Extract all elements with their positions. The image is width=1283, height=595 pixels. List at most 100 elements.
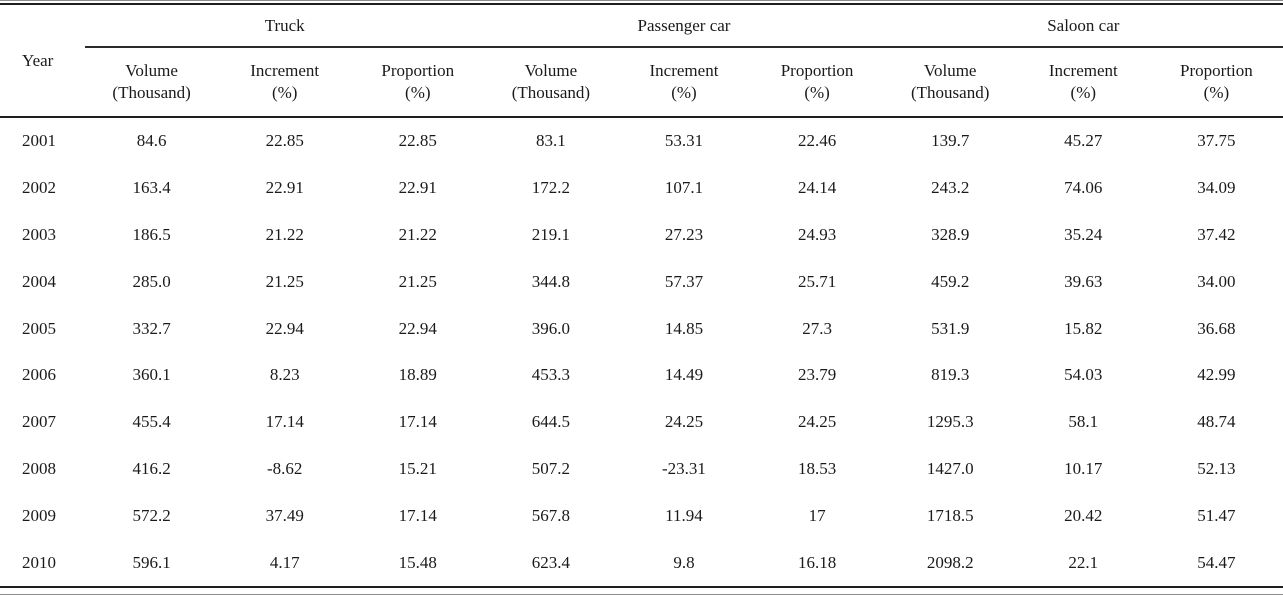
subheader-line1: Proportion [381,60,455,80]
value-cell: 455.4 [132,412,171,432]
value-cell: 107.1 [664,178,704,198]
value-cell: 1718.5 [926,505,974,525]
year-cell: 2003 [22,224,56,244]
table-row: 2007 455.4 17.14 17.14 644.5 24.25 24.25… [0,399,1283,446]
column-header-year: Year [0,3,86,118]
value-cell: 1427.0 [926,458,974,478]
value-cell: 34.00 [1197,271,1236,291]
value-cell: 37.49 [265,505,304,525]
value-cell: 51.47 [1197,505,1236,525]
value-cell: 23.79 [797,365,837,385]
value-cell: 22.85 [398,131,437,151]
table-row: 2004 285.0 21.25 21.25 344.8 57.37 25.71… [0,258,1283,305]
value-cell: 39.63 [1064,271,1103,291]
value-cell: 58.1 [1068,412,1099,432]
value-cell: 623.4 [484,539,618,588]
value-cell: 18.53 [797,458,837,478]
value-cell: 48.74 [1197,412,1236,432]
table-row: 2010 596.1 4.17 15.48 623.4 9.8 16.18 20… [0,539,1283,588]
value-cell: 14.49 [664,365,704,385]
value-cell: 22.94 [265,318,304,338]
subheader-proportion: Proportion (%) [750,47,884,118]
value-cell: 17 [808,505,826,525]
value-cell: 22.94 [398,318,437,338]
value-cell: 163.4 [132,178,171,198]
value-cell: -8.62 [266,458,303,478]
subheader-line1: Proportion [1180,60,1253,80]
subheader-line2: (%) [1203,83,1230,102]
value-cell: 24.25 [664,412,704,432]
value-cell: 14.85 [664,318,704,338]
group-header-saloon-car: Saloon car [883,3,1283,48]
year-cell: 2002 [22,178,56,198]
subheader-line2: (%) [671,83,697,102]
value-cell: 644.5 [531,412,570,432]
value-cell: 2098.2 [883,539,1017,588]
value-cell: 567.8 [531,505,570,525]
year-cell: 2008 [22,458,56,478]
value-cell: 15.21 [398,458,437,478]
value-cell: 11.94 [665,505,703,525]
value-cell: 27.3 [802,318,832,338]
value-cell: 332.7 [132,318,171,338]
value-cell: 25.71 [797,271,837,291]
value-cell: 22.91 [265,178,304,198]
subheader-proportion: Proportion (%) [351,47,485,118]
value-cell: 4.17 [218,539,352,588]
vehicle-statistics-table: Year Truck Passenger car Saloon car Volu… [0,3,1283,588]
value-cell: -23.31 [662,458,706,478]
value-cell: 37.42 [1197,224,1236,244]
value-cell: 24.25 [797,412,837,432]
value-cell: 20.42 [1064,505,1103,525]
subheader-volume: Volume (Thousand) [484,47,618,118]
value-cell: 22.85 [265,131,304,151]
value-cell: 8.23 [269,365,300,385]
value-cell: 17.14 [398,412,437,432]
value-cell: 24.14 [797,178,837,198]
subheader-line2: (Thousand) [112,83,191,102]
value-cell: 83.1 [536,131,566,151]
value-cell: 16.18 [750,539,884,588]
value-cell: 186.5 [132,224,171,244]
value-cell: 21.25 [265,271,304,291]
subheader-proportion: Proportion (%) [1149,47,1283,118]
value-cell: 22.1 [1016,539,1150,588]
subheader-line1: Increment [649,60,719,80]
value-cell: 396.0 [531,318,570,338]
subheader-line1: Increment [1048,60,1118,80]
value-cell: 52.13 [1197,458,1236,478]
value-cell: 84.6 [136,131,167,151]
value-cell: 328.9 [931,224,970,244]
table-row: 2008 416.2 -8.62 15.21 507.2 -23.31 18.5… [0,446,1283,493]
subheader-increment: Increment (%) [1016,47,1150,118]
value-cell: 22.91 [398,178,437,198]
subheader-line1: Increment [250,60,320,80]
value-cell: 18.89 [398,365,437,385]
value-cell: 21.22 [398,224,437,244]
value-cell: 42.99 [1197,365,1236,385]
year-cell: 2007 [22,412,56,432]
group-header-truck: Truck [85,3,485,48]
subheader-volume: Volume (Thousand) [85,47,219,118]
value-cell: 243.2 [931,178,970,198]
value-cell: 21.25 [398,271,437,291]
value-cell: 24.93 [797,224,837,244]
value-cell: 54.03 [1064,365,1103,385]
value-cell: 344.8 [531,271,570,291]
value-cell: 9.8 [617,539,751,588]
subheader-line2: (%) [804,83,830,102]
subheader-line2: (%) [405,83,431,102]
subheader-line1: Proportion [780,60,854,80]
subheader-line1: Volume [524,60,578,80]
value-cell: 15.82 [1064,318,1103,338]
value-cell: 74.06 [1064,178,1103,198]
value-cell: 453.3 [531,365,570,385]
year-cell: 2005 [22,318,56,338]
value-cell: 285.0 [132,271,171,291]
table-row: 2009 572.2 37.49 17.14 567.8 11.94 17 17… [0,492,1283,539]
table-row: 2005 332.7 22.94 22.94 396.0 14.85 27.3 … [0,305,1283,352]
year-cell: 2004 [22,271,56,291]
value-cell: 45.27 [1064,131,1103,151]
subheader-volume: Volume (Thousand) [883,47,1017,118]
